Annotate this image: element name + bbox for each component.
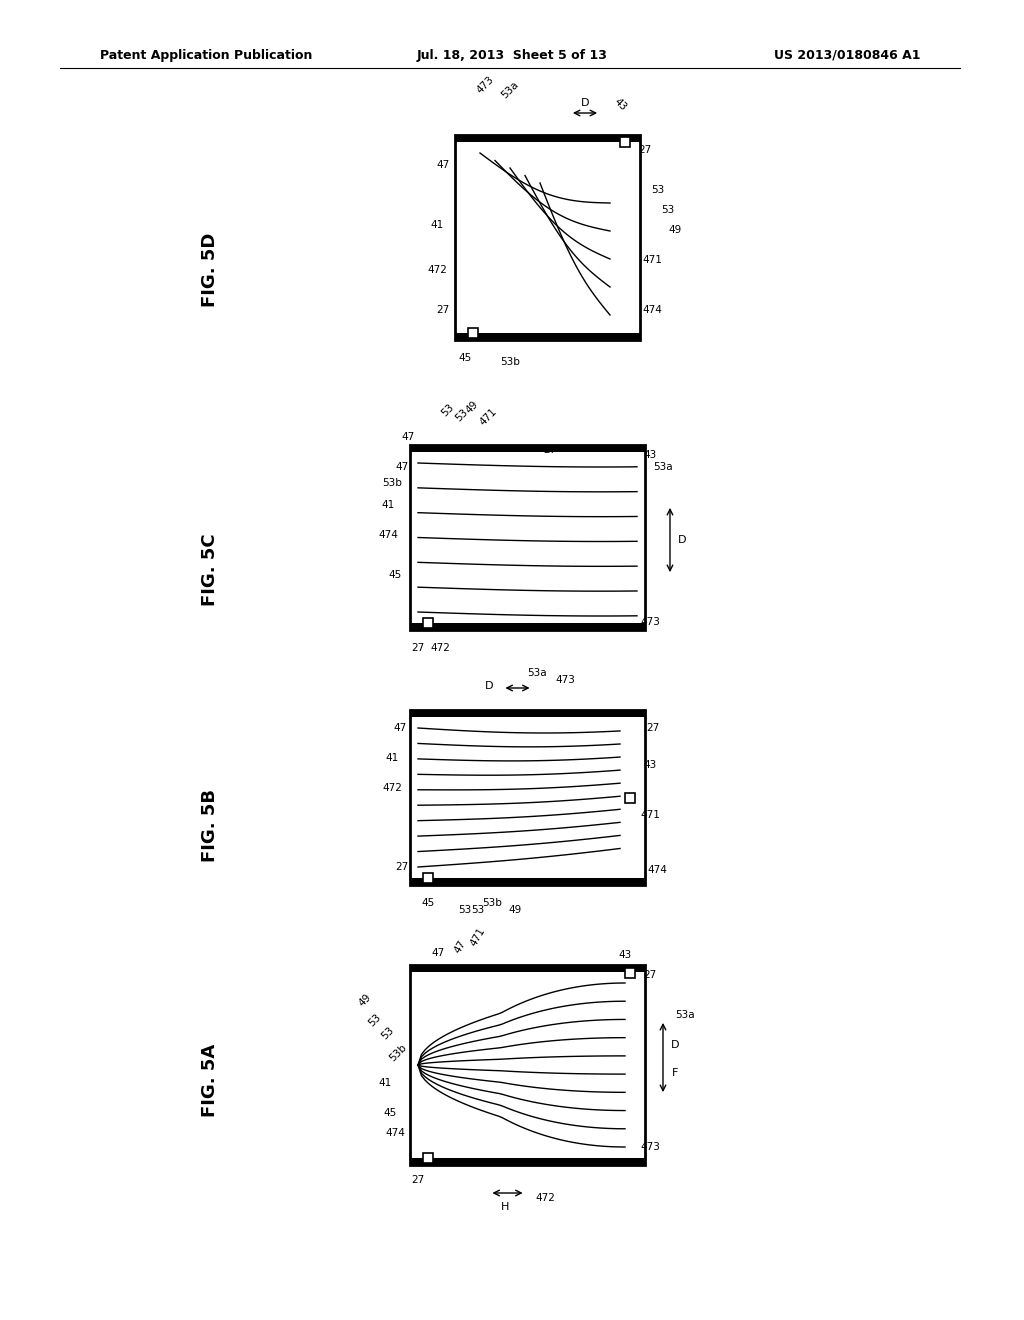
Text: 45: 45 — [388, 570, 401, 579]
Text: 47: 47 — [401, 432, 415, 442]
Text: 472: 472 — [427, 265, 446, 275]
Text: US 2013/0180846 A1: US 2013/0180846 A1 — [773, 49, 920, 62]
Text: 473: 473 — [640, 1142, 659, 1152]
Text: D: D — [485, 681, 494, 690]
Text: 473: 473 — [556, 675, 575, 685]
Bar — [468, 327, 478, 338]
Text: 53: 53 — [367, 1011, 383, 1028]
Text: 41: 41 — [385, 752, 398, 763]
Text: 53: 53 — [471, 906, 484, 915]
Text: 53: 53 — [439, 401, 457, 418]
Text: 45: 45 — [421, 898, 434, 908]
Text: 474: 474 — [385, 1129, 404, 1138]
Text: 47: 47 — [453, 939, 468, 956]
Bar — [410, 710, 645, 717]
Bar — [423, 873, 433, 883]
Text: FIG. 5C: FIG. 5C — [201, 533, 219, 606]
Text: 471: 471 — [477, 407, 499, 428]
Text: 53: 53 — [662, 205, 675, 215]
Text: 49: 49 — [464, 399, 480, 416]
Bar — [455, 333, 640, 341]
Bar — [455, 135, 640, 143]
Bar — [410, 878, 645, 884]
Text: 43: 43 — [611, 96, 628, 114]
Text: FIG. 5D: FIG. 5D — [201, 232, 219, 308]
Text: 473: 473 — [474, 74, 496, 95]
Text: 53b: 53b — [482, 898, 502, 908]
Bar — [625, 968, 635, 978]
Bar — [410, 1158, 645, 1166]
Bar — [410, 965, 645, 1166]
Text: F: F — [672, 1068, 678, 1077]
Text: 41: 41 — [381, 500, 394, 510]
Text: 47: 47 — [431, 948, 444, 958]
Bar — [410, 965, 645, 972]
Text: 27: 27 — [643, 970, 656, 979]
Text: 53: 53 — [380, 1024, 396, 1041]
Text: 53b: 53b — [500, 356, 520, 367]
Text: 45: 45 — [383, 1107, 396, 1118]
Text: FIG. 5B: FIG. 5B — [201, 788, 219, 862]
Text: 53b: 53b — [382, 478, 402, 488]
Text: 53: 53 — [459, 906, 472, 915]
Text: 474: 474 — [378, 531, 398, 540]
Text: 43: 43 — [643, 760, 656, 770]
Text: 41: 41 — [430, 220, 443, 230]
Text: H: H — [502, 1203, 510, 1212]
Text: 474: 474 — [647, 865, 667, 875]
Text: 27: 27 — [412, 1175, 425, 1185]
Text: 27: 27 — [544, 445, 557, 455]
Text: 53b: 53b — [387, 1043, 409, 1064]
Text: Jul. 18, 2013  Sheet 5 of 13: Jul. 18, 2013 Sheet 5 of 13 — [417, 49, 607, 62]
Text: D: D — [678, 535, 686, 545]
Bar — [625, 792, 635, 803]
Text: 53a: 53a — [500, 79, 520, 100]
Text: Patent Application Publication: Patent Application Publication — [100, 49, 312, 62]
Bar — [410, 623, 645, 630]
Text: 47: 47 — [395, 462, 409, 473]
Bar — [423, 618, 433, 628]
Text: 472: 472 — [430, 643, 450, 653]
Bar — [410, 445, 645, 451]
Text: 53a: 53a — [675, 1010, 695, 1020]
Text: 27: 27 — [436, 305, 450, 315]
Text: 473: 473 — [640, 616, 659, 627]
Text: D: D — [581, 98, 589, 108]
Text: 53: 53 — [651, 185, 665, 195]
Text: D: D — [671, 1040, 679, 1051]
Text: 47: 47 — [436, 160, 450, 170]
Text: 49: 49 — [356, 991, 373, 1008]
Text: 27: 27 — [395, 862, 409, 873]
Text: 472: 472 — [536, 1193, 555, 1203]
Text: FIG. 5A: FIG. 5A — [201, 1043, 219, 1117]
Bar — [410, 445, 645, 630]
Text: 45: 45 — [459, 352, 472, 363]
Text: 471: 471 — [640, 810, 659, 820]
Text: 43: 43 — [618, 950, 632, 960]
Text: 474: 474 — [642, 305, 662, 315]
Text: 41: 41 — [379, 1078, 391, 1088]
Text: 43: 43 — [643, 450, 656, 459]
Bar — [620, 137, 630, 147]
Bar — [423, 1152, 433, 1163]
Text: 27: 27 — [638, 145, 651, 154]
Text: 27: 27 — [646, 723, 659, 733]
Text: 472: 472 — [382, 783, 402, 793]
Text: 49: 49 — [669, 224, 682, 235]
Text: 471: 471 — [469, 925, 487, 948]
Text: 471: 471 — [642, 255, 662, 265]
Text: 49: 49 — [508, 906, 521, 915]
Text: 47: 47 — [393, 723, 407, 733]
Text: 53: 53 — [454, 407, 470, 424]
Text: 53a: 53a — [653, 462, 673, 473]
Bar — [455, 135, 640, 341]
Text: 53a: 53a — [527, 668, 547, 678]
Text: 27: 27 — [412, 643, 425, 653]
Bar — [410, 710, 645, 884]
